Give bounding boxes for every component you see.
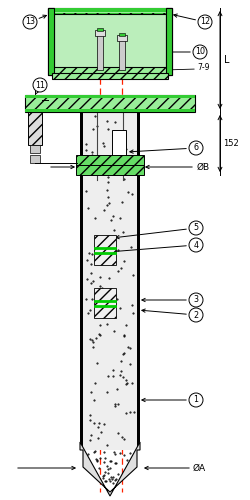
Text: L: L [224,55,230,65]
Bar [52,73,168,79]
Circle shape [189,221,203,235]
Text: 7-9: 7-9 [197,64,209,72]
Text: ØB: ØB [197,162,210,172]
Bar [112,130,126,175]
Bar [94,288,116,318]
Bar [25,109,195,112]
Bar [54,8,166,75]
Circle shape [189,293,203,307]
Text: 3: 3 [194,296,198,304]
Bar [97,35,103,70]
Bar [94,235,116,265]
Bar [48,8,172,14]
Bar [166,8,172,75]
Circle shape [198,15,212,29]
Circle shape [189,141,203,155]
Bar [30,145,40,153]
Text: ØA: ØA [193,464,206,472]
Bar [95,30,105,36]
Circle shape [189,308,203,322]
Bar [30,155,40,163]
Bar [50,67,170,75]
Bar [83,112,137,450]
Circle shape [189,238,203,252]
Text: 4: 4 [194,240,198,250]
Text: 6: 6 [194,144,198,152]
Bar [76,165,144,175]
Bar [166,8,172,75]
Bar [25,95,195,98]
Bar [48,8,172,12]
Bar [48,8,54,75]
Bar [28,95,42,145]
Bar [25,95,195,112]
Bar [97,28,103,31]
Bar [117,35,127,41]
Circle shape [33,78,47,92]
Text: 13: 13 [25,18,35,26]
Bar [80,112,83,450]
Text: 152: 152 [223,139,239,148]
Circle shape [189,393,203,407]
Text: 2: 2 [194,310,198,320]
Bar [137,112,140,450]
Text: 1: 1 [194,396,198,404]
Polygon shape [80,442,140,496]
Text: 12: 12 [200,18,210,26]
Bar [48,8,54,75]
Text: 11: 11 [35,80,45,90]
Bar [119,33,125,36]
Circle shape [193,45,207,59]
Bar [119,40,125,70]
Text: 5: 5 [194,224,198,232]
Circle shape [23,15,37,29]
Bar [49,9,171,13]
Text: 10: 10 [195,48,205,56]
Bar [76,155,144,165]
